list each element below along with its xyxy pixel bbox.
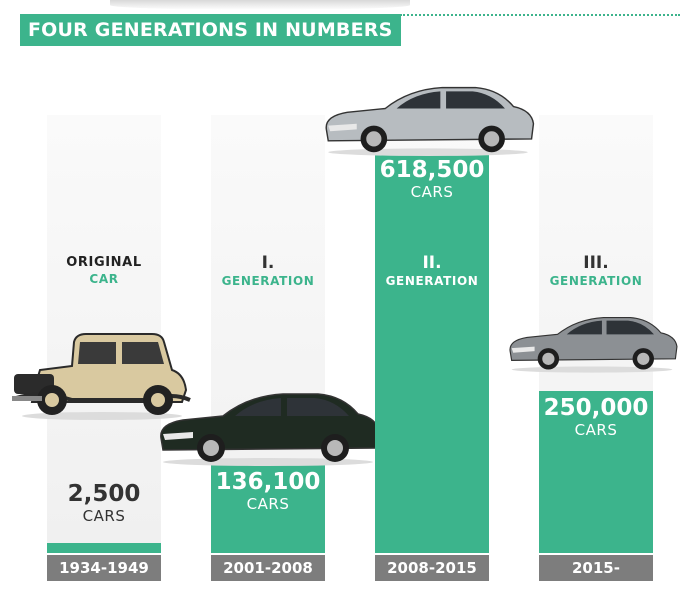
- year-label: 1934-1949: [47, 555, 161, 581]
- generation-number: II.: [422, 253, 442, 273]
- sedan-car-icon: [152, 386, 384, 470]
- generation-label: I. GENERATION: [211, 253, 325, 289]
- value-number: 136,100: [215, 468, 321, 495]
- year-label: 2015-: [539, 555, 653, 581]
- year-label: 2008-2015: [375, 555, 489, 581]
- bar-4: [539, 391, 653, 553]
- generation-label: II. GENERATION: [375, 253, 489, 289]
- value-label: 618,500 CARS: [375, 157, 489, 201]
- generation-number: I.: [261, 253, 275, 273]
- value-label: 2,500 CARS: [47, 481, 161, 525]
- bar-3: [375, 153, 489, 553]
- bar-1: [47, 543, 161, 553]
- value-number: 250,000: [543, 395, 649, 422]
- generation-label: ORIGINAL CAR: [47, 255, 161, 287]
- generation-word: GENERATION: [221, 274, 315, 288]
- value-label: 136,100 CARS: [211, 469, 325, 513]
- value-unit: CARS: [246, 494, 290, 513]
- value-label: 250,000 CARS: [539, 395, 653, 439]
- generation-number: III.: [583, 253, 609, 273]
- value-unit: CARS: [410, 183, 454, 201]
- chart-title: FOUR GENERATIONS IN NUMBERS: [20, 14, 401, 46]
- sedan-car-icon: [316, 80, 540, 160]
- sedan-car-icon: [504, 296, 680, 392]
- bar-2: [211, 464, 325, 553]
- generation-number: ORIGINAL: [66, 255, 142, 270]
- vintage-car-icon: [12, 330, 192, 424]
- generation-word: GENERATION: [549, 274, 643, 288]
- year-label: 2001-2008: [211, 555, 325, 581]
- dotted-divider: [400, 14, 680, 16]
- generation-word: GENERATION: [385, 274, 479, 288]
- value-number: 2,500: [67, 481, 141, 507]
- decorative-shadow: [110, 0, 410, 10]
- value-unit: CARS: [82, 507, 126, 525]
- value-unit: CARS: [574, 421, 618, 440]
- generation-word: CAR: [89, 272, 119, 286]
- value-number: 618,500: [379, 157, 485, 183]
- column-background: [47, 115, 161, 545]
- generation-label: III. GENERATION: [539, 253, 653, 289]
